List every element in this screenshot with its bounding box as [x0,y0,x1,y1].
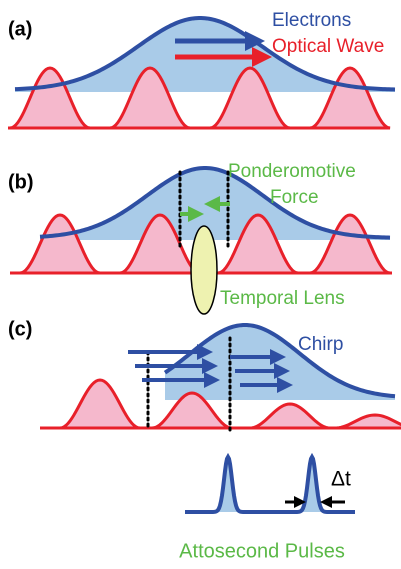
annotation: Temporal Lens [220,288,345,309]
optical-wave [310,215,390,273]
annotation: Ponderomotive [228,161,356,182]
annotation: Chirp [298,334,343,355]
pulse-fill [185,457,355,512]
annotation: Force [270,187,319,208]
panel-label: (c) [8,318,32,340]
diagram: (a) Electrons Optical Wave (b) Ponderomo… [0,0,401,569]
legend-label: Optical Wave [272,36,384,57]
optical-wave [20,215,100,273]
pulse-curve [185,457,355,512]
delta-label: Δt [331,468,351,491]
optical-wave [250,404,330,428]
optical-wave [335,415,401,428]
panel-label: (b) [8,171,34,193]
optical-wave [310,68,390,128]
temporal-lens [191,226,217,314]
panel-label: (a) [8,18,32,40]
caption: Attosecond Pulses [179,540,345,562]
legend-label: Electrons [272,10,351,31]
shapes [8,18,401,512]
optical-wave [10,68,90,128]
optical-wave [60,380,140,428]
